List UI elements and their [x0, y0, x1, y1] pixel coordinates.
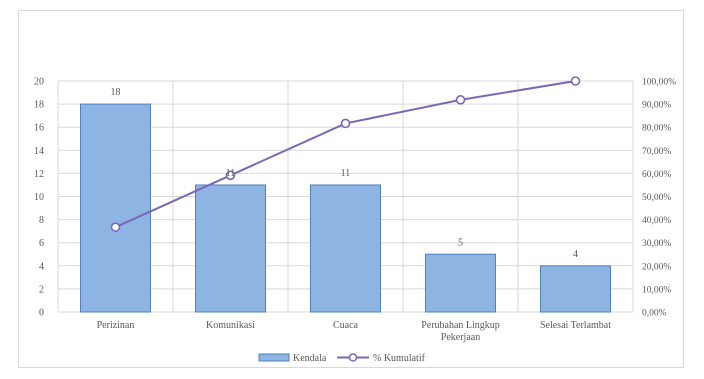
y-right-tick-label: 20,00%	[642, 262, 671, 272]
cumulative-point	[225, 170, 236, 181]
legend-label-kendala: Kendala	[293, 353, 327, 364]
gridlines	[57, 80, 634, 313]
bar-data-label: 5	[458, 237, 463, 248]
y-left-tick-label: 20	[34, 77, 44, 88]
bar-data-label: 11	[226, 168, 236, 179]
legend-marker-swatch	[348, 353, 358, 362]
y-left-tick-label: 8	[39, 215, 44, 226]
x-tick-label: Selesai Terlambat	[540, 320, 611, 331]
y-left-tick-label: 18	[34, 100, 44, 111]
bar	[310, 184, 381, 313]
y-left-tick-label: 12	[34, 169, 44, 180]
y-right-tick-label: 60,00%	[642, 170, 671, 180]
y-right-tick-label: 100,00%	[642, 78, 676, 88]
y-axis-right: 0,00% 10,00% 20,00% 30,00% 40,00% 50,00% 60,00…	[642, 78, 676, 319]
y-right-tick-label: 40,00%	[642, 216, 671, 226]
bar-data-label: 11	[341, 168, 351, 179]
y-left-tick-label: 10	[34, 192, 44, 203]
y-left-tick-label: 4	[39, 261, 44, 272]
bar	[425, 253, 496, 313]
data-labels: 18 11 11 5 4	[111, 87, 579, 260]
legend: Kendala % Kumulatif	[258, 353, 426, 364]
cumulative-point	[340, 118, 351, 129]
y-left-tick-label: 14	[34, 146, 44, 157]
x-tick-label: Pekerjaan	[441, 332, 480, 343]
legend-label-kumulatif: % Kumulatif	[373, 353, 426, 364]
y-right-tick-label: 0,00%	[642, 309, 667, 319]
cumulative-point	[570, 76, 581, 86]
cumulative-line	[110, 76, 581, 232]
x-axis: Perizinan Komunikasi Cuaca Perubahan Lingku…	[97, 320, 612, 343]
y-axis-left: 0 2 4 6 8 10 12 14 16 18 20	[34, 77, 44, 319]
x-tick-label: Komunikasi	[206, 320, 255, 331]
y-left-tick-label: 0	[39, 308, 44, 319]
chart-frame	[18, 10, 684, 368]
legend-bar-swatch	[258, 353, 290, 362]
y-right-tick-label: 90,00%	[642, 101, 671, 111]
bar-data-label: 18	[111, 87, 121, 98]
y-right-tick-label: 10,00%	[642, 285, 671, 295]
y-right-tick-label: 80,00%	[642, 124, 671, 134]
x-tick-label: Cuaca	[333, 320, 359, 331]
x-tick-label: Perubahan Lingkup	[421, 320, 500, 331]
y-right-tick-label: 70,00%	[642, 147, 671, 157]
y-left-tick-label: 2	[39, 284, 44, 295]
y-left-tick-label: 16	[34, 123, 44, 134]
y-left-tick-label: 6	[39, 238, 44, 249]
y-right-tick-label: 30,00%	[642, 239, 671, 249]
bar-data-label: 4	[573, 249, 578, 260]
x-tick-label: Perizinan	[97, 320, 135, 331]
bar	[540, 265, 611, 313]
y-right-tick-label: 50,00%	[642, 193, 671, 203]
bars	[80, 103, 611, 313]
cumulative-point	[110, 222, 121, 232]
cumulative-point	[455, 95, 466, 105]
bar	[195, 184, 266, 313]
bar	[80, 103, 151, 313]
